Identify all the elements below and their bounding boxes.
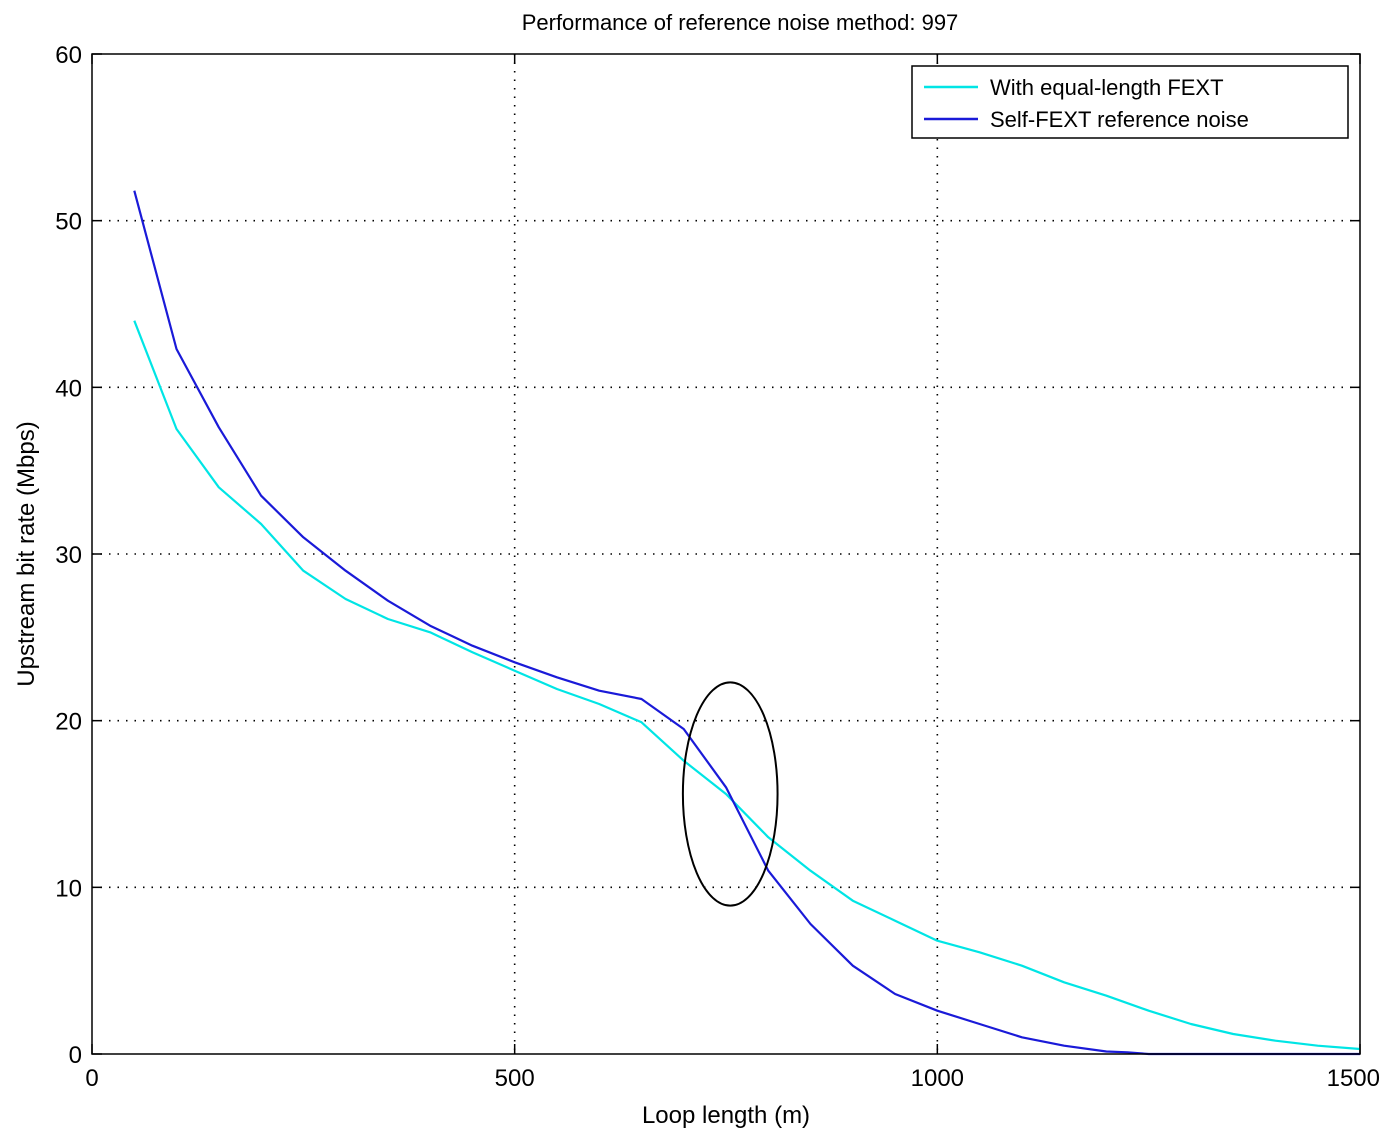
x-tick-label: 0	[85, 1065, 98, 1092]
plot-area	[92, 54, 1360, 1054]
y-tick-label: 0	[69, 1042, 82, 1069]
chart-title: Performance of reference noise method: 9…	[522, 10, 959, 35]
grid	[92, 54, 1360, 1054]
x-axis-ticks: 0 500 1000 1500	[85, 54, 1380, 1092]
highlight-ellipse	[681, 681, 779, 907]
legend-label-1: With equal-length FEXT	[990, 75, 1224, 100]
y-axis-label: Upstream bit rate (Mbps)	[13, 421, 40, 686]
y-tick-label: 40	[55, 375, 82, 402]
annotation-group	[681, 681, 779, 907]
y-tick-label: 30	[55, 542, 82, 569]
y-tick-label: 50	[55, 209, 82, 236]
x-tick-label: 500	[495, 1065, 535, 1092]
y-axis-ticks: 0 10 20 30 40 50 60	[55, 42, 1360, 1069]
y-tick-label: 10	[55, 875, 82, 902]
series-line-1	[133, 320, 1361, 1051]
x-axis-label: Loop length (m)	[642, 1102, 810, 1129]
x-tick-label: 1500	[1327, 1065, 1380, 1092]
legend-box	[911, 65, 1349, 139]
legend: With equal-length FEXT Self-FEXT referen…	[911, 65, 1349, 139]
plot-frame	[91, 53, 1361, 1055]
x-tick-label: 1000	[911, 1065, 964, 1092]
legend-label-2: Self-FEXT reference noise	[990, 107, 1249, 132]
y-tick-label: 60	[55, 42, 82, 69]
y-tick-label: 20	[55, 709, 82, 736]
